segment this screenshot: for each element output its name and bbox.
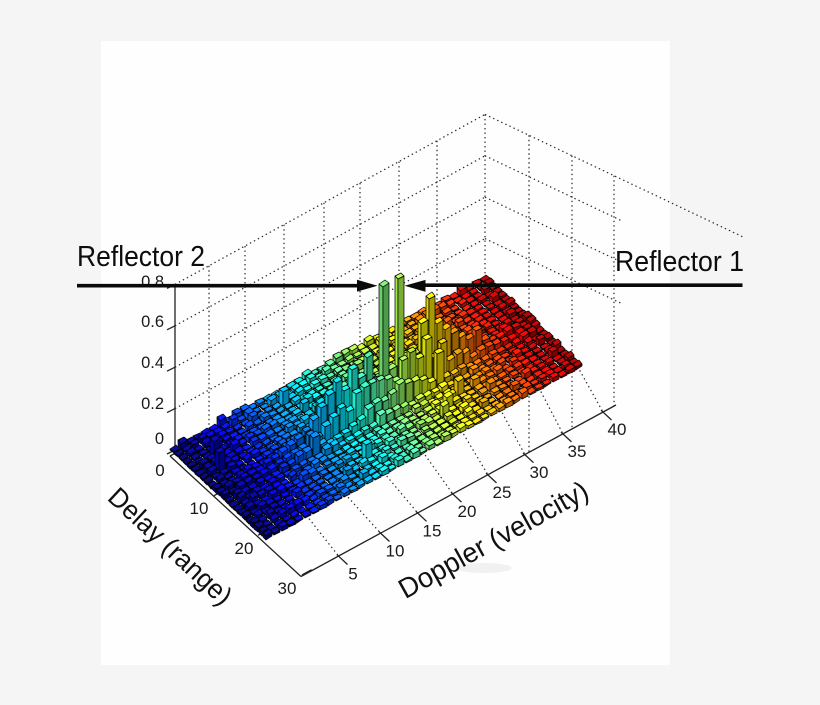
svg-text:0.4: 0.4 — [141, 354, 164, 372]
svg-text:Reflector 2: Reflector 2 — [77, 241, 205, 273]
svg-text:30: 30 — [530, 463, 549, 482]
svg-text:10: 10 — [190, 499, 209, 518]
svg-text:Reflector 1: Reflector 1 — [615, 246, 744, 278]
svg-text:15: 15 — [423, 521, 442, 540]
svg-text:20: 20 — [458, 502, 477, 521]
svg-text:20: 20 — [235, 539, 254, 558]
svg-text:25: 25 — [493, 483, 512, 502]
svg-text:0: 0 — [155, 430, 164, 448]
svg-text:40: 40 — [608, 420, 627, 439]
svg-text:0.8: 0.8 — [141, 273, 164, 291]
svg-text:0.2: 0.2 — [141, 395, 164, 413]
svg-text:0: 0 — [155, 461, 164, 480]
svg-text:35: 35 — [568, 442, 587, 461]
svg-text:5: 5 — [348, 565, 357, 584]
svg-text:10: 10 — [386, 542, 405, 561]
svg-text:0.6: 0.6 — [141, 313, 164, 331]
svg-text:30: 30 — [278, 579, 297, 598]
